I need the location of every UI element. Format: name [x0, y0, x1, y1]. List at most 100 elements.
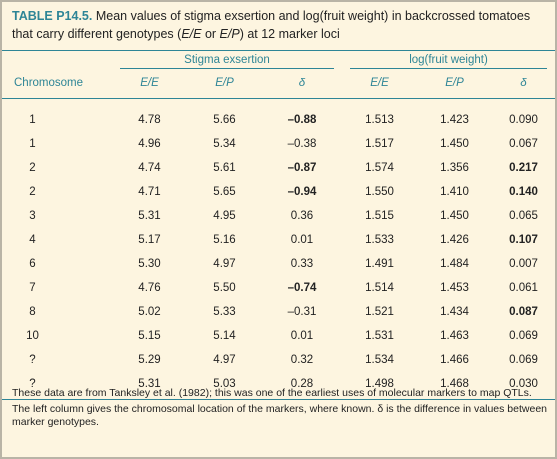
table-row: 7 4.76 5.50 –0.74 1.514 1.453 0.061 [2, 276, 555, 300]
table-cell: 0.087 [509, 306, 538, 318]
caption-text: or [201, 27, 220, 41]
group-label: log(fruit weight) [350, 54, 547, 69]
table-cell: 1.513 [365, 114, 394, 126]
table-cell: 1.514 [365, 282, 394, 294]
spacer [2, 51, 112, 72]
table-row: 1 4.78 5.66 –0.88 1.513 1.423 0.090 [2, 99, 555, 133]
table-cell: 0.107 [509, 234, 538, 246]
table-cell: –0.87 [287, 162, 317, 174]
table-cell: 5.34 [213, 138, 236, 150]
table-cell: 5.03 [187, 372, 262, 400]
table-cell: 5.30 [138, 258, 161, 270]
table-cell: –0.94 [287, 186, 317, 198]
table-cell: 5.31 [112, 372, 187, 400]
table-cell: 1.531 [365, 330, 394, 342]
table-cell: 1 [29, 114, 36, 126]
caption: TABLE P14.5. Mean values of stigma exser… [12, 7, 547, 43]
table-cell: –0.31 [287, 306, 317, 318]
table-cell: 4.97 [213, 258, 236, 270]
table-cell: 0.217 [509, 162, 538, 174]
data-table: Stigma exsertion log(fruit weight) Chromos… [2, 50, 555, 400]
table-cell: 1.515 [365, 210, 394, 222]
table-cell: 1.423 [440, 114, 469, 126]
table-cell: 0.069 [509, 354, 538, 366]
table-cell: 1.484 [440, 258, 469, 270]
caption-text: E/P [219, 27, 240, 41]
group-header: Stigma exsertion [112, 51, 342, 72]
column-header: E/E [342, 71, 417, 99]
table-row: 3 5.31 4.95 0.36 1.515 1.450 0.065 [2, 204, 555, 228]
table-cell: 5.14 [213, 330, 236, 342]
table-cell: 1.356 [440, 162, 469, 174]
table-cell: 5.33 [213, 306, 236, 318]
table-cell: –0.74 [287, 282, 317, 294]
table-row: 10 5.15 5.14 0.01 1.531 1.463 0.069 [2, 324, 555, 348]
table-cell: 5.02 [138, 306, 161, 318]
table-row: 4 5.17 5.16 0.01 1.533 1.426 0.107 [2, 228, 555, 252]
table-cell: 1.450 [440, 138, 469, 150]
table-cell: 8 [29, 306, 36, 318]
table-cell: 0.01 [290, 330, 314, 342]
note: These data are from Tanksley et al. (198… [12, 387, 532, 399]
table-row: 2 4.71 5.65 –0.94 1.550 1.410 0.140 [2, 180, 555, 204]
table-cell: 5.17 [138, 234, 161, 246]
table-cell: 4.74 [138, 162, 161, 174]
table-cell: 0.030 [492, 372, 555, 400]
table-cell: 5.65 [213, 186, 236, 198]
table-cell: 5.50 [213, 282, 236, 294]
table-row: 8 5.02 5.33 –0.31 1.521 1.434 0.087 [2, 300, 555, 324]
table-cell: 6 [29, 258, 36, 270]
table-cell: 1.466 [440, 354, 469, 366]
notes: These data are from Tanksley et al. (198… [12, 387, 547, 432]
table-body: 1 4.78 5.66 –0.88 1.513 1.423 0.090 1 4.96 5.34 –0… [2, 99, 555, 400]
table-row: ? 5.31 5.03 0.28 1.498 1.468 0.030 [2, 372, 555, 400]
table-cell: 0.007 [509, 258, 538, 270]
table-row: 2 4.74 5.61 –0.87 1.574 1.356 0.217 [2, 156, 555, 180]
group-header: log(fruit weight) [342, 51, 555, 72]
table-cell: 10 [26, 330, 39, 342]
table-cell: –0.88 [287, 114, 317, 126]
table-cell: 4.97 [213, 354, 236, 366]
table-cell: 1.491 [365, 258, 394, 270]
caption-label: TABLE P14.5. [12, 9, 93, 23]
table-cell: 4.71 [138, 186, 161, 198]
table-cell: 1.521 [365, 306, 394, 318]
table-row: ? 5.29 4.97 0.32 1.534 1.466 0.069 [2, 348, 555, 372]
table-cell: 1.550 [365, 186, 394, 198]
table-cell: 5.66 [213, 114, 236, 126]
table-cell: ? [29, 354, 36, 366]
table-cell: –0.38 [287, 138, 317, 150]
table-cell: 1 [29, 138, 36, 150]
table-cell: 0.36 [290, 210, 314, 222]
table-cell: 0.28 [262, 372, 342, 400]
table-cell: 1.463 [440, 330, 469, 342]
table-cell: 0.090 [509, 114, 538, 126]
caption-text: ) at 12 marker loci [239, 27, 340, 41]
note: The left column gives the chromosomal lo… [12, 403, 548, 428]
table-cell: 0.33 [290, 258, 314, 270]
table-cell: 5.16 [213, 234, 236, 246]
table-cell: 1.517 [365, 138, 394, 150]
table-cell: 4.96 [138, 138, 161, 150]
table-cell: 0.067 [509, 138, 538, 150]
table-cell: 5.61 [213, 162, 236, 174]
column-header: δ [262, 71, 342, 99]
table-cell: ? [2, 372, 112, 400]
column-header: Chromosome [2, 71, 112, 99]
table-cell: 0.065 [509, 210, 538, 222]
table-cell: 4.76 [138, 282, 161, 294]
table-cell: 1.574 [365, 162, 394, 174]
column-header: E/E [112, 71, 187, 99]
table-cell: 1.410 [440, 186, 469, 198]
table-row: 6 5.30 4.97 0.33 1.491 1.484 0.007 [2, 252, 555, 276]
table-head: Stigma exsertion log(fruit weight) Chromos… [2, 50, 555, 99]
table-cell: 0.32 [290, 354, 314, 366]
table-cell: 5.15 [138, 330, 161, 342]
table-row: 1 4.96 5.34 –0.38 1.517 1.450 0.067 [2, 132, 555, 156]
table-cell: 0.01 [290, 234, 314, 246]
table-cell: 4 [29, 234, 36, 246]
table-cell: 0.069 [509, 330, 538, 342]
table-cell: 5.29 [138, 354, 161, 366]
table-cell: 1.533 [365, 234, 394, 246]
